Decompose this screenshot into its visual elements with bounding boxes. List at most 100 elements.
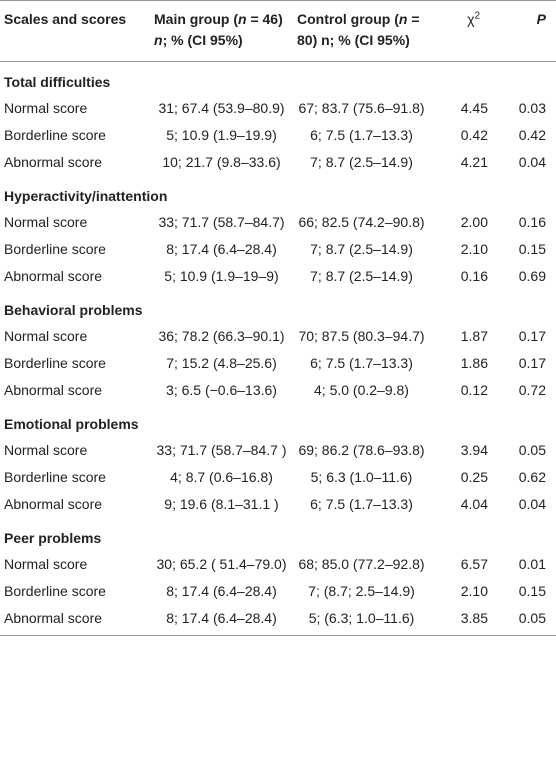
table-row: Abnormal score 9; 19.6 (8.1–31.1 ) 6; 7.5 … [0,491,556,518]
section-header-row: Peer problems [0,518,556,551]
table-row: Normal score 33; 71.7 (58.7–84.7 ) 69; 86.… [0,437,556,464]
section-title: Behavioral problems [4,302,143,318]
row-label: Normal score [4,556,88,572]
main-group-value: 30; 65.2 ( 51.4–79.0) [156,556,287,572]
main-group-value: 8; 17.4 (6.4–28.4) [166,241,277,257]
p-value: 0.04 [518,496,546,512]
chi-square-value: 3.85 [430,605,498,636]
chi-square-value: 4.21 [460,154,488,170]
p-value: 0.72 [518,382,546,398]
main-group-value: 5; 10.9 (1.9–19–9) [164,268,279,284]
table-row: Abnormal score 10; 21.7 (9.8–33.6) 7; 8.7 … [0,149,556,176]
control-group-value: 5; 6.3 (1.0–11.6) [310,469,413,485]
table-row: Normal score 36; 78.2 (66.3–90.1) 70; 87.5… [0,323,556,350]
chi-square-value: 2.10 [460,583,488,599]
main-group-value: 8; 17.4 (6.4–28.4) [166,583,277,599]
main-group-value: 9; 19.6 (8.1–31.1 ) [164,496,279,512]
chi-square-value: 0.25 [460,469,488,485]
row-label: Normal score [4,328,88,344]
table-row: Borderline score 8; 17.4 (6.4–28.4) 7; (8.… [0,578,556,605]
chi-square-value: 6.57 [460,556,488,572]
chi-square-value: 4.04 [460,496,488,512]
header-control-group: Control group (n = 80) n; % (CI 95%) [293,0,430,62]
chi-square-value: 3.94 [460,442,488,458]
row-label: Abnormal score [4,268,103,284]
table-row: Abnormal score 5; 10.9 (1.9–19–9) 7; 8.7 (… [0,263,556,290]
row-label: Abnormal score [4,496,103,512]
control-group-value: 5; (6.3; 1.0–11.6) [293,605,430,636]
p-value: 0.04 [518,154,546,170]
results-table: Scales and scores Main group (n = 46) n;… [0,0,556,636]
chi-square-value: 2.10 [460,241,488,257]
p-value: 0.69 [518,268,546,284]
p-value: 0.15 [518,241,546,257]
table-row: Abnormal score 8; 17.4 (6.4–28.4) 5; (6.3;… [0,605,556,636]
section-header-row: Total difficulties [0,62,556,96]
chi-square-value: 0.42 [460,127,488,143]
p-value: 0.03 [518,100,546,116]
row-label: Abnormal score [4,154,103,170]
main-group-value: 7; 15.2 (4.8–25.6) [166,355,277,371]
section-title: Emotional problems [4,416,139,432]
chi-square-value: 1.86 [460,355,488,371]
control-group-value: 67; 83.7 (75.6–91.8) [298,100,425,116]
control-group-value: 7; 8.7 (2.5–14.9) [310,154,413,170]
section-title: Peer problems [4,530,102,546]
main-group-value: 8; 17.4 (6.4–28.4) [150,605,293,636]
section-header-row: Hyperactivity/inattention [0,176,556,209]
p-value: 0.16 [518,214,546,230]
row-label: Borderline score [4,583,106,599]
header-scales: Scales and scores [0,0,150,62]
row-label: Borderline score [4,469,106,485]
row-label: Borderline score [4,241,106,257]
table-row: Borderline score 4; 8.7 (0.6–16.8) 5; 6.3 … [0,464,556,491]
control-group-value: 70; 87.5 (80.3–94.7) [298,328,425,344]
control-group-value: 7; 8.7 (2.5–14.9) [310,268,413,284]
control-group-value: 68; 85.0 (77.2–92.8) [298,556,425,572]
table-row: Normal score 31; 67.4 (53.9–80.9) 67; 83.7… [0,95,556,122]
table-row: Normal score 30; 65.2 ( 51.4–79.0) 68; 85.… [0,551,556,578]
p-value: 0.62 [518,469,546,485]
p-value: 0.15 [518,583,546,599]
main-group-value: 36; 78.2 (66.3–90.1) [158,328,285,344]
row-label: Normal score [4,442,88,458]
section-title: Hyperactivity/inattention [4,188,168,204]
row-label: Normal score [4,100,88,116]
p-value: 0.01 [518,556,546,572]
p-value: 0.05 [518,442,546,458]
control-group-value: 69; 86.2 (78.6–93.8) [298,442,425,458]
control-group-value: 7; (8.7; 2.5–14.9) [308,583,415,599]
row-label: Borderline score [4,355,106,371]
header-main-group: Main group (n = 46) n; % (CI 95%) [150,0,293,62]
header-p-value: P [498,0,556,62]
main-group-value: 33; 71.7 (58.7–84.7 ) [156,442,287,458]
p-value: 0.17 [518,328,546,344]
row-label: Abnormal score [0,605,150,636]
main-group-value: 10; 21.7 (9.8–33.6) [162,154,281,170]
main-group-value: 3; 6.5 (−0.6–13.6) [166,382,277,398]
chi-square-value: 1.87 [460,328,488,344]
header-chi-square: χ2 [430,0,498,62]
main-group-value: 31; 67.4 (53.9–80.9) [158,100,285,116]
section-header-row: Behavioral problems [0,290,556,323]
control-group-value: 66; 82.5 (74.2–90.8) [298,214,425,230]
row-label: Abnormal score [4,382,103,398]
control-group-value: 4; 5.0 (0.2–9.8) [314,382,409,398]
control-group-value: 6; 7.5 (1.7–13.3) [310,127,413,143]
main-group-value: 33; 71.7 (58.7–84.7) [158,214,285,230]
row-label: Normal score [4,214,88,230]
table-row: Borderline score 8; 17.4 (6.4–28.4) 7; 8.7… [0,236,556,263]
section-header-row: Emotional problems [0,404,556,437]
control-group-value: 7; 8.7 (2.5–14.9) [310,241,413,257]
chi-square-value: 2.00 [460,214,488,230]
main-group-value: 4; 8.7 (0.6–16.8) [170,469,273,485]
p-value: 0.42 [518,127,546,143]
section-title: Total difficulties [4,74,111,90]
chi-square-value: 4.45 [460,100,488,116]
row-label: Borderline score [4,127,106,143]
chi-square-value: 0.16 [460,268,488,284]
table-row: Borderline score 5; 10.9 (1.9–19.9) 6; 7.5… [0,122,556,149]
main-group-value: 5; 10.9 (1.9–19.9) [166,127,277,143]
table-row: Borderline score 7; 15.2 (4.8–25.6) 6; 7.5… [0,350,556,377]
table-body: Total difficulties Normal score 31; 67.4 (… [0,62,556,636]
